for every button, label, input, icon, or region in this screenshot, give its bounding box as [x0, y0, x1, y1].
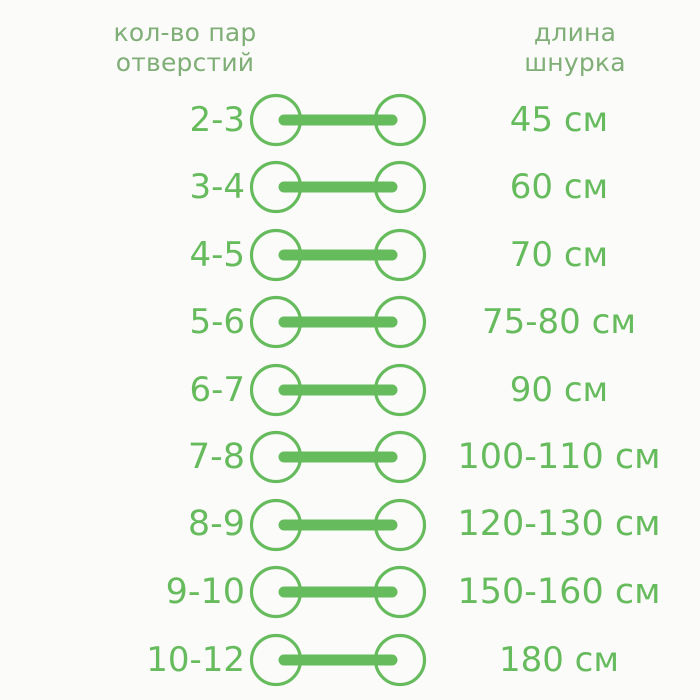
chart-rows: 2-3 45 см 3-4 60 см 4-5 70 см 5-6 75-80 см 6…	[0, 86, 700, 700]
table-row: 2-3 45 см	[0, 86, 700, 154]
shoelace-icon	[249, 93, 426, 146]
lace-length-value: 150-160 см	[457, 571, 661, 612]
header-holes-pairs: кол-во пар отверстий	[113, 18, 257, 77]
table-header: кол-во пар отверстий длина шнурка	[0, 18, 700, 86]
shoelace-icon-cell	[245, 91, 430, 149]
shoelace-icon	[249, 363, 426, 416]
table-row: 8-9 120-130 см	[0, 491, 700, 559]
lace-length-value: 60 см	[509, 167, 609, 208]
shoelace-icon	[249, 498, 426, 551]
holes-pairs-value: 10-12	[146, 639, 245, 680]
shoelace-icon-cell	[245, 226, 430, 284]
shoelace-icon-cell	[245, 158, 430, 216]
lace-length-value: 120-130 см	[457, 504, 661, 545]
shoelace-icon-cell	[245, 361, 430, 419]
shoelace-icon	[249, 431, 426, 484]
shoelace-icon-cell	[245, 496, 430, 554]
shoelace-icon-cell	[245, 563, 430, 621]
shoelace-icon-cell	[245, 631, 430, 689]
table-row: 9-10 150-160 см	[0, 559, 700, 627]
table-row: 3-4 60 см	[0, 154, 700, 222]
shoelace-icon	[249, 228, 426, 281]
holes-pairs-value: 2-3	[189, 99, 245, 140]
table-row: 6-7 90 см	[0, 356, 700, 424]
holes-pairs-value: 6-7	[189, 369, 245, 410]
holes-pairs-value: 7-8	[187, 436, 245, 477]
table-row: 7-8 100-110 см	[0, 424, 700, 492]
holes-pairs-value: 5-6	[189, 302, 245, 343]
table-row: 4-5 70 см	[0, 221, 700, 289]
header-lace-length: длина шнурка	[524, 18, 626, 77]
holes-pairs-value: 3-4	[189, 167, 245, 208]
holes-pairs-value: 9-10	[165, 571, 245, 612]
lace-length-value: 70 см	[509, 234, 609, 275]
shoelace-icon-cell	[245, 293, 430, 351]
holes-pairs-value: 8-9	[187, 504, 245, 545]
shoelace-icon	[249, 566, 426, 619]
table-row: 5-6 75-80 см	[0, 289, 700, 357]
holes-pairs-value: 4-5	[189, 234, 245, 275]
lace-length-value: 180 см	[498, 639, 620, 680]
table-row: 10-12 180 см	[0, 626, 700, 694]
lace-length-value: 90 см	[509, 369, 609, 410]
shoelace-icon	[249, 161, 426, 214]
shoelace-icon	[249, 633, 426, 686]
lace-length-value: 45 см	[509, 99, 609, 140]
shoelace-icon-cell	[245, 428, 430, 486]
shoelace-icon	[249, 296, 426, 349]
lace-length-value: 100-110 см	[457, 436, 661, 477]
lace-length-value: 75-80 см	[482, 302, 636, 343]
